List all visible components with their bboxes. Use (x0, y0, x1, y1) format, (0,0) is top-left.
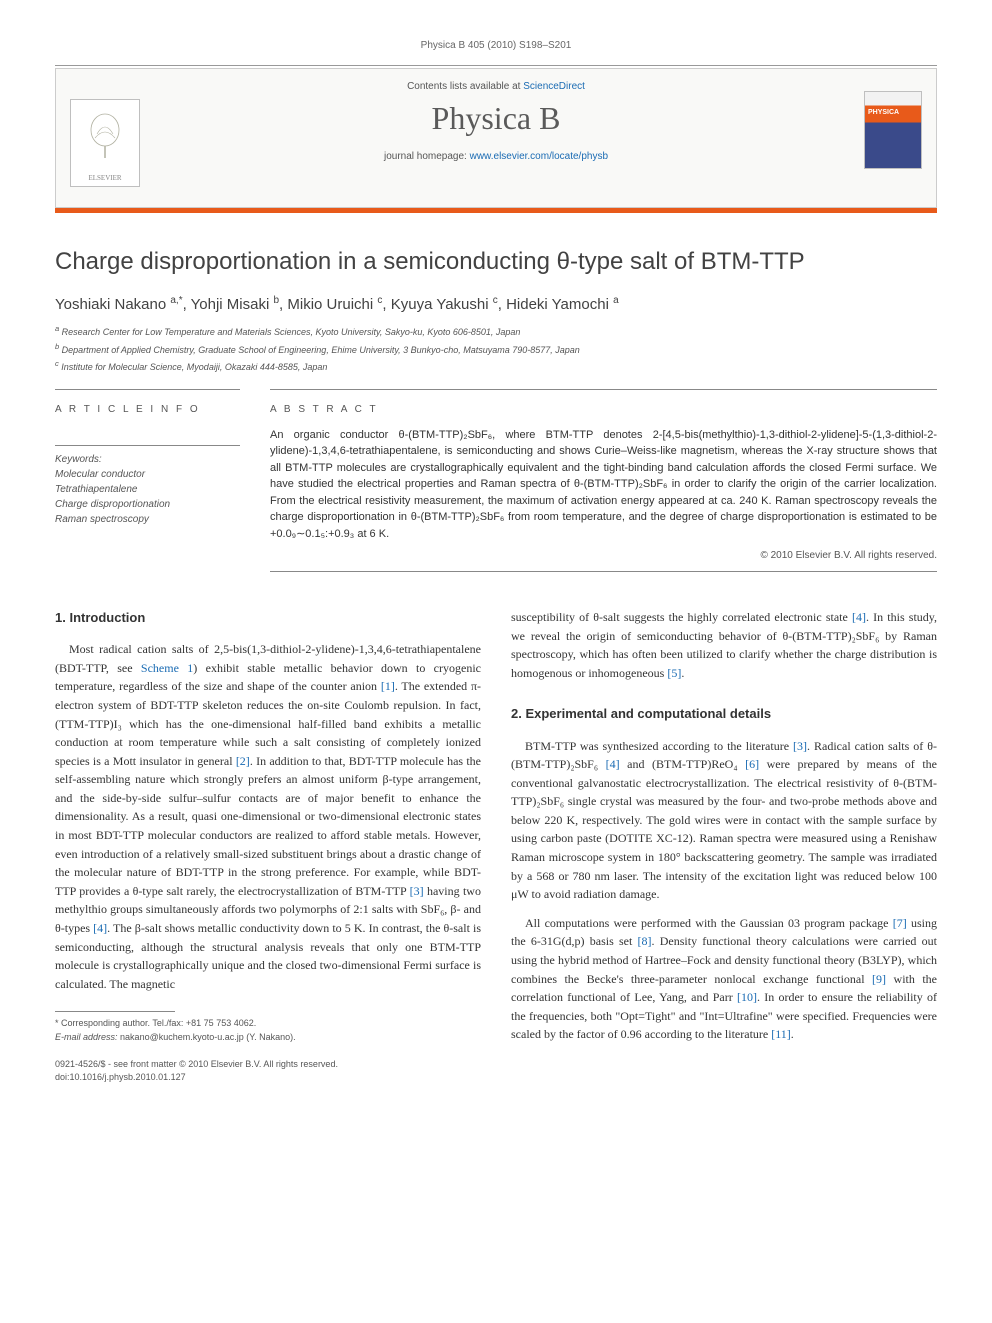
authors: Yoshiaki Nakano a,*, Yohji Misaki b, Mik… (55, 295, 937, 313)
contents-prefix: Contents lists available at (407, 81, 523, 92)
keywords-label: Keywords: (55, 452, 240, 467)
abstract-text: An organic conductor θ-(BTM-TTP)₂SbF₆, w… (270, 427, 937, 543)
article-info-heading: A R T I C L E I N F O (55, 404, 240, 415)
masthead: ELSEVIER PHYSICA Contents lists availabl… (55, 68, 937, 208)
homepage-link[interactable]: www.elsevier.com/locate/physb (470, 151, 608, 162)
homepage-prefix: journal homepage: (384, 151, 470, 162)
experimental-paragraph-2: All computations were performed with the… (511, 914, 937, 1044)
copyright-line: © 2010 Elsevier B.V. All rights reserved… (270, 550, 937, 561)
publisher-name: ELSEVIER (88, 174, 121, 182)
body-column-left: 1. Introduction Most radical cation salt… (55, 608, 481, 1084)
intro-paragraph-2: susceptibility of θ-salt suggests the hi… (511, 608, 937, 682)
abstract-column: A B S T R A C T An organic conductor θ-(… (270, 389, 937, 573)
tree-icon (85, 100, 125, 174)
keyword-item: Molecular conductor (55, 467, 240, 482)
contents-line: Contents lists available at ScienceDirec… (74, 81, 918, 92)
top-rule (55, 65, 937, 66)
experimental-paragraph-1: BTM-TTP was synthesized according to the… (511, 737, 937, 904)
affiliation-line: c Institute for Molecular Science, Myoda… (55, 358, 937, 375)
body-column-right: susceptibility of θ-salt suggests the hi… (511, 608, 937, 1084)
orange-rule (55, 208, 937, 213)
journal-homepage-line: journal homepage: www.elsevier.com/locat… (74, 151, 918, 162)
cover-label: PHYSICA (868, 109, 899, 116)
keyword-item: Raman spectroscopy (55, 512, 240, 527)
section-heading-experimental: 2. Experimental and computational detail… (511, 704, 937, 724)
running-header: Physica B 405 (2010) S198–S201 (55, 40, 937, 51)
sciencedirect-link[interactable]: ScienceDirect (523, 81, 585, 92)
abstract-heading: A B S T R A C T (270, 404, 937, 415)
footnote-rule (55, 1011, 175, 1012)
article-info-column: A R T I C L E I N F O Keywords: Molecula… (55, 389, 240, 573)
keyword-item: Charge disproportionation (55, 497, 240, 512)
keywords-block: Keywords: Molecular conductorTetrathiape… (55, 445, 240, 527)
doi-line: doi:10.1016/j.physb.2010.01.127 (55, 1071, 481, 1084)
affiliations: a Research Center for Low Temperature an… (55, 323, 937, 375)
section-heading-intro: 1. Introduction (55, 608, 481, 628)
corresponding-author-footnote: * Corresponding author. Tel./fax: +81 75… (55, 1017, 481, 1044)
email-label: E-mail address: (55, 1032, 118, 1042)
footer-block: 0921-4526/$ - see front matter © 2010 El… (55, 1058, 481, 1083)
journal-cover-thumb: PHYSICA (864, 91, 922, 169)
intro-paragraph-1: Most radical cation salts of 2,5-bis(1,3… (55, 640, 481, 993)
affiliation-line: a Research Center for Low Temperature an… (55, 323, 937, 340)
article-title: Charge disproportionation in a semicondu… (55, 247, 937, 277)
abstract-bottom-rule (270, 571, 937, 572)
front-matter-line: 0921-4526/$ - see front matter © 2010 El… (55, 1058, 481, 1071)
corresponding-line: * Corresponding author. Tel./fax: +81 75… (55, 1017, 481, 1031)
affiliation-line: b Department of Applied Chemistry, Gradu… (55, 341, 937, 358)
email-address: nakano@kuchem.kyoto-u.ac.jp (Y. Nakano). (120, 1032, 296, 1042)
keyword-item: Tetrathiapentalene (55, 482, 240, 497)
elsevier-logo: ELSEVIER (70, 99, 140, 187)
journal-name: Physica B (74, 100, 918, 137)
